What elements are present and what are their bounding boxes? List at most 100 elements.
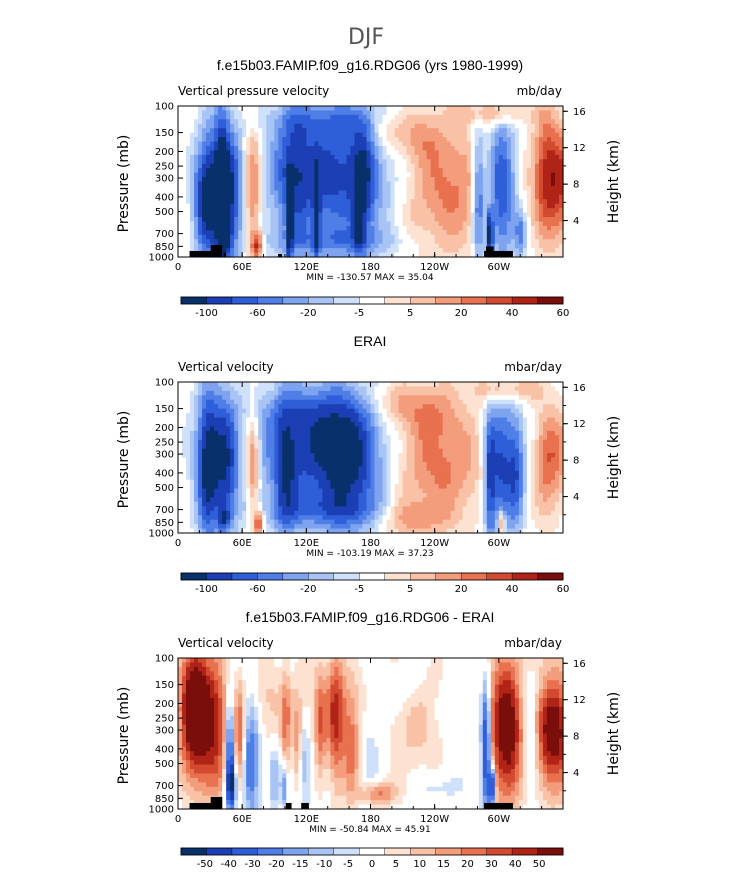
heatmap-cell xyxy=(466,426,472,432)
heatmap-cell xyxy=(474,448,480,454)
heatmap-cell xyxy=(378,239,384,245)
heatmap-cell xyxy=(510,119,516,125)
heatmap-cell xyxy=(430,453,436,459)
heatmap-cell xyxy=(198,430,203,436)
heatmap-cell xyxy=(546,439,552,445)
heatmap-cell xyxy=(190,217,195,223)
heatmap-cell xyxy=(206,395,211,401)
heatmap-cell xyxy=(294,128,299,134)
heatmap-cell xyxy=(554,199,560,205)
heatmap-cell xyxy=(494,404,500,410)
heatmap-cell xyxy=(206,404,211,410)
heatmap-cell xyxy=(230,453,235,459)
heatmap-cell xyxy=(526,145,532,152)
heatmap-cell xyxy=(546,137,552,143)
heatmap-cell xyxy=(206,417,211,423)
heatmap-cell xyxy=(298,453,303,459)
heatmap-cell xyxy=(338,230,344,236)
heatmap-cell xyxy=(538,150,544,156)
heatmap-cell xyxy=(294,386,299,392)
heatmap-cell xyxy=(558,132,564,138)
heatmap-cell xyxy=(302,199,307,205)
heatmap-cell xyxy=(442,399,448,405)
heatmap-cell xyxy=(266,382,271,388)
heatmap-cell xyxy=(258,239,263,245)
heatmap-cell xyxy=(454,194,460,200)
heatmap-cell xyxy=(442,208,448,214)
heatmap-cell xyxy=(350,248,356,254)
heatmap-cell xyxy=(462,137,468,143)
heatmap-cell xyxy=(314,444,319,450)
heatmap-cell xyxy=(254,221,259,227)
heatmap-cell xyxy=(430,413,436,419)
heatmap-cell xyxy=(406,199,412,205)
heatmap-cell xyxy=(482,453,488,459)
heatmap-cell xyxy=(346,382,352,388)
heatmap-cell xyxy=(510,230,516,236)
heatmap-cell xyxy=(378,194,384,200)
heatmap-cell xyxy=(354,395,360,401)
heatmap-cell xyxy=(454,439,460,445)
heatmap-cell xyxy=(274,199,279,205)
heatmap-cell xyxy=(266,123,271,129)
heatmap-cell xyxy=(218,390,223,396)
heatmap-cell xyxy=(322,221,327,227)
heatmap-cell xyxy=(178,199,183,205)
heatmap-cell xyxy=(398,177,404,183)
heatmap-cell xyxy=(550,168,556,174)
heatmap-cell xyxy=(402,137,408,143)
heatmap-cell xyxy=(242,128,247,134)
heatmap-cell xyxy=(506,448,512,454)
heatmap-cell xyxy=(342,137,348,143)
heatmap-cell xyxy=(226,453,231,459)
heatmap-cell xyxy=(234,128,239,134)
heatmap-cell xyxy=(326,159,331,165)
heatmap-cell xyxy=(326,123,331,129)
heatmap-cell xyxy=(458,181,464,187)
heatmap-cell xyxy=(306,225,311,231)
heatmap-cell xyxy=(314,230,319,236)
heatmap-cell xyxy=(346,448,352,454)
heatmap-cell xyxy=(250,110,255,116)
heatmap-cell xyxy=(506,141,512,147)
heatmap-cell xyxy=(214,239,219,245)
heatmap-cell xyxy=(450,417,456,423)
heatmap-cell xyxy=(490,141,496,147)
heatmap-cell xyxy=(422,194,428,200)
heatmap-cell xyxy=(534,386,540,392)
heatmap-cell xyxy=(270,119,275,125)
heatmap-cell xyxy=(378,404,384,410)
heatmap-cell xyxy=(466,154,472,160)
heatmap-cell xyxy=(270,190,275,196)
heatmap-cell xyxy=(514,230,520,236)
heatmap-cell xyxy=(338,177,344,183)
heatmap-cell xyxy=(318,114,323,120)
heatmap-cell xyxy=(446,248,452,254)
heatmap-cell xyxy=(330,448,336,454)
heatmap-cell xyxy=(546,132,552,138)
heatmap-cell xyxy=(262,168,267,174)
heatmap-cell xyxy=(362,150,368,156)
heatmap-cell xyxy=(238,150,243,156)
heatmap-cell xyxy=(530,168,536,174)
heatmap-cell xyxy=(466,145,472,152)
heatmap-cell xyxy=(202,141,207,147)
heatmap-cell xyxy=(222,395,227,401)
heatmap-cell xyxy=(350,243,356,249)
heatmap-cell xyxy=(198,212,203,218)
heatmap-cell xyxy=(210,199,215,205)
heatmap-cell xyxy=(406,159,412,165)
heatmap-cell xyxy=(350,145,356,152)
heatmap-cell xyxy=(490,194,496,200)
heatmap-cell xyxy=(498,172,504,178)
heatmap-cell xyxy=(526,448,532,454)
heatmap-cell xyxy=(466,435,472,441)
heatmap-cell xyxy=(518,386,524,392)
heatmap-cell xyxy=(518,106,524,112)
heatmap-cell xyxy=(194,404,199,410)
heatmap-cell xyxy=(438,128,444,134)
heatmap-cell xyxy=(446,230,452,236)
heatmap-cell xyxy=(346,119,352,125)
heatmap-cell xyxy=(370,444,376,450)
heatmap-cell xyxy=(358,137,364,143)
